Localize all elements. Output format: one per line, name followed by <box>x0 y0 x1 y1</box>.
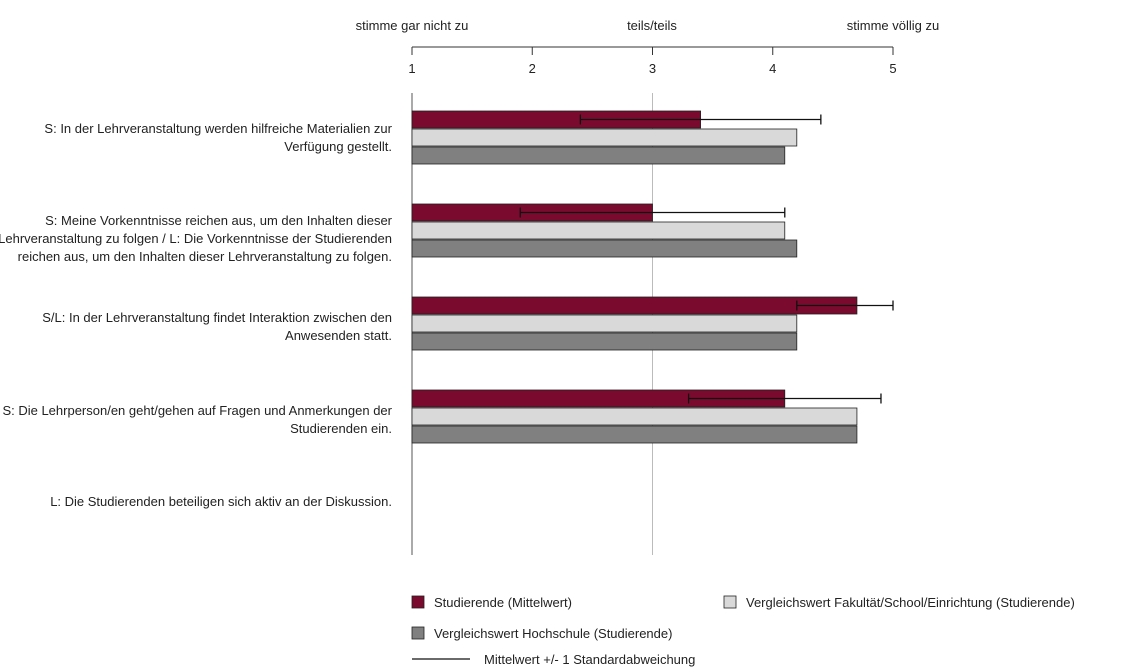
category-label: S: Die Lehrperson/en geht/gehen auf Frag… <box>2 403 392 436</box>
bar <box>411 239 798 258</box>
scale-label-mid: teils/teils <box>627 18 677 33</box>
bar <box>411 296 858 315</box>
x-tick-label: 1 <box>408 61 415 76</box>
bar <box>411 332 798 351</box>
legend-label: Studierende (Mittelwert) <box>434 595 572 610</box>
category-label: S: In der Lehrveranstaltung werden hilfr… <box>44 121 392 154</box>
category-label: S/L: In der Lehrveranstaltung findet Int… <box>42 310 392 343</box>
legend-errorbar-label: Mittelwert +/- 1 Standardabweichung <box>484 652 695 667</box>
legend-swatch <box>723 595 737 609</box>
legend-swatch <box>411 595 425 609</box>
bar <box>411 425 858 444</box>
bar <box>411 314 798 333</box>
bar <box>411 146 786 165</box>
x-tick-label: 3 <box>649 61 656 76</box>
bar <box>411 221 786 240</box>
x-tick-label: 2 <box>529 61 536 76</box>
legend-label: Vergleichswert Fakultät/School/Einrichtu… <box>746 595 1075 610</box>
bar <box>411 128 798 147</box>
category-label: S: Meine Vorkenntnisse reichen aus, um d… <box>0 213 392 264</box>
scale-label-high: stimme völlig zu <box>847 18 939 33</box>
x-tick-label: 4 <box>769 61 776 76</box>
legend-label: Vergleichswert Hochschule (Studierende) <box>434 626 672 641</box>
scale-label-low: stimme gar nicht zu <box>356 18 469 33</box>
legend-swatch <box>411 626 425 640</box>
category-label: L: Die Studierenden beteiligen sich akti… <box>50 494 392 509</box>
bar <box>411 407 858 426</box>
x-tick-label: 5 <box>889 61 896 76</box>
